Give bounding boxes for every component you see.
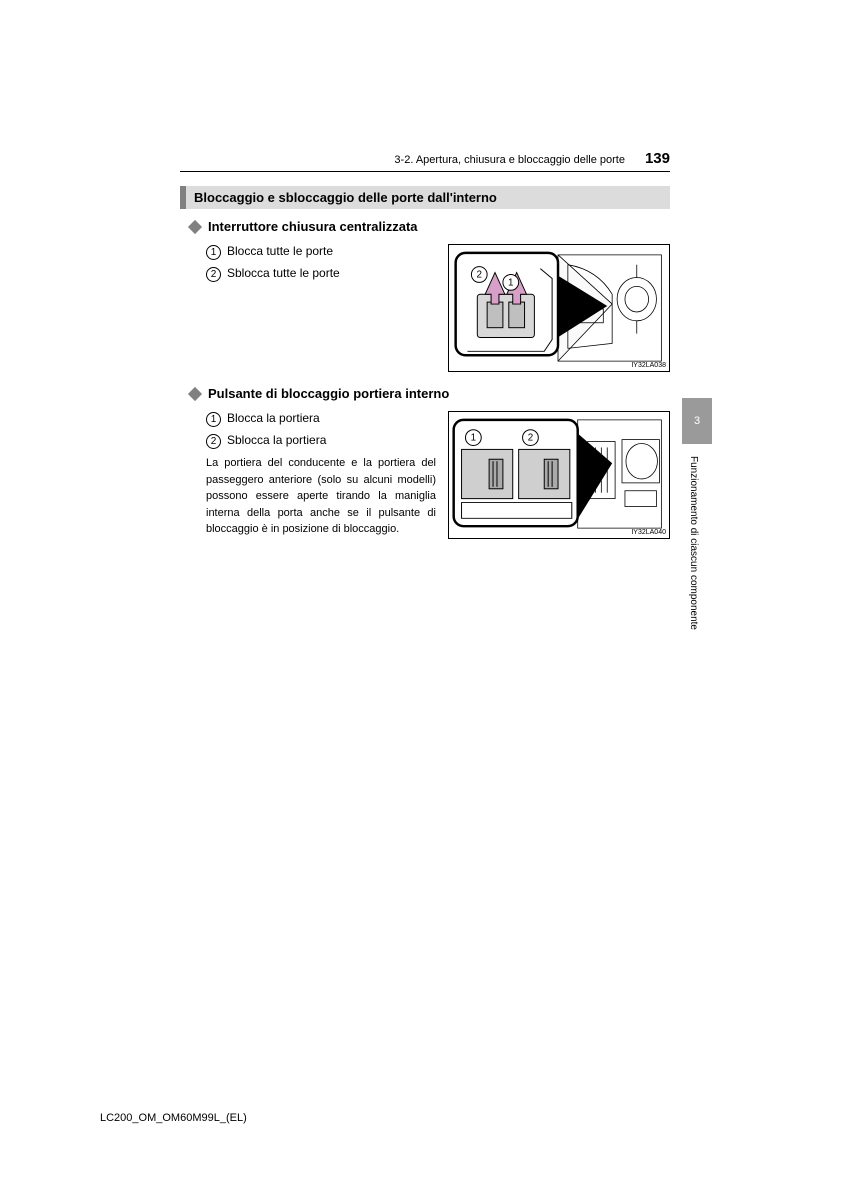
figure-door-button: 1 2 IY32LA040 xyxy=(448,411,670,539)
subheading-1: Interruttore chiusura centralizzata xyxy=(190,219,670,234)
list-item: 2 Sblocca tutte le porte xyxy=(206,266,436,282)
list-item: 1 Blocca tutte le porte xyxy=(206,244,436,260)
diamond-icon xyxy=(188,219,202,233)
svg-text:2: 2 xyxy=(477,269,482,280)
description-text: La portiera del conducente e la portiera… xyxy=(206,455,436,538)
subheading-1-text: Interruttore chiusura centralizzata xyxy=(208,219,418,234)
figure-code: IY32LA040 xyxy=(631,529,666,536)
item-text: Sblocca la portiera xyxy=(227,433,326,447)
svg-text:1: 1 xyxy=(508,277,513,288)
circled-number-icon: 1 xyxy=(206,245,221,260)
circled-number-icon: 1 xyxy=(206,412,221,427)
page-content: 3-2. Apertura, chiusura e bloccaggio del… xyxy=(180,150,670,553)
figure-code: IY32LA038 xyxy=(631,362,666,369)
subheading-2-text: Pulsante di bloccaggio portiera interno xyxy=(208,386,449,401)
figure-lock-switch: 2 1 IY32LA038 xyxy=(448,244,670,372)
svg-text:1: 1 xyxy=(471,433,476,444)
circled-number-icon: 2 xyxy=(206,267,221,282)
footer-code: LC200_OM_OM60M99L_(EL) xyxy=(100,1112,247,1124)
subheading-2: Pulsante di bloccaggio portiera interno xyxy=(190,386,670,401)
chapter-label: Funzionamento di ciascun componente xyxy=(688,456,699,716)
page-number: 139 xyxy=(645,150,670,167)
content-block-1: 1 Blocca tutte le porte 2 Sblocca tutte … xyxy=(206,244,670,372)
text-col-2: 1 Blocca la portiera 2 Sblocca la portie… xyxy=(206,411,436,539)
content-block-2: 1 Blocca la portiera 2 Sblocca la portie… xyxy=(206,411,670,539)
page-header: 3-2. Apertura, chiusura e bloccaggio del… xyxy=(180,150,670,172)
item-text: Blocca tutte le porte xyxy=(227,244,333,258)
svg-text:2: 2 xyxy=(528,433,533,444)
item-text: Blocca la portiera xyxy=(227,411,320,425)
title-bar: Bloccaggio e sbloccaggio delle porte dal… xyxy=(180,186,670,209)
list-item: 2 Sblocca la portiera xyxy=(206,433,436,449)
item-text: Sblocca tutte le porte xyxy=(227,266,340,280)
diamond-icon xyxy=(188,386,202,400)
list-item: 1 Blocca la portiera xyxy=(206,411,436,427)
text-col-1: 1 Blocca tutte le porte 2 Sblocca tutte … xyxy=(206,244,436,372)
chapter-tab: 3 xyxy=(682,398,712,444)
circled-number-icon: 2 xyxy=(206,434,221,449)
section-label: 3-2. Apertura, chiusura e bloccaggio del… xyxy=(394,154,625,166)
